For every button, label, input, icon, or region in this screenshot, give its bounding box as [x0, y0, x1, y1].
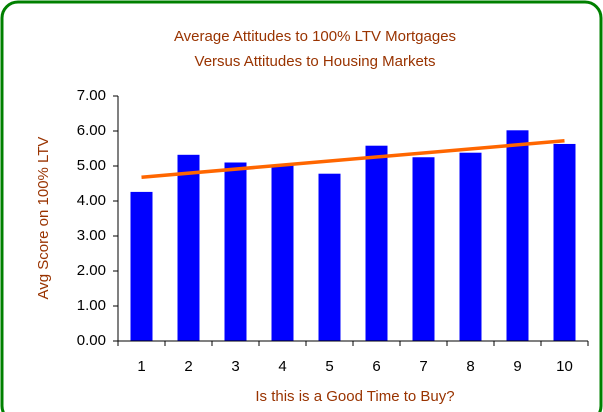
- bar: [130, 191, 153, 341]
- bar: [177, 154, 200, 341]
- x-tick-label: 7: [419, 358, 427, 375]
- x-tick-label: 5: [325, 358, 333, 375]
- bar: [506, 130, 529, 341]
- chart-title: Versus Attitudes to Housing Markets: [195, 53, 436, 70]
- y-tick-label: 7.00: [77, 87, 106, 104]
- x-axis-label: Is this is a Good Time to Buy?: [255, 388, 454, 405]
- y-tick-label: 5.00: [77, 157, 106, 174]
- bar: [553, 143, 576, 341]
- bar: [224, 162, 247, 341]
- trendline: [141, 139, 565, 179]
- y-tick-label: 0.00: [77, 332, 106, 349]
- bar: [271, 165, 294, 341]
- x-tick-label: 1: [137, 358, 145, 375]
- x-tick-label: 4: [278, 358, 286, 375]
- x-tick-label: 9: [513, 358, 521, 375]
- x-tick-label: 10: [556, 358, 573, 375]
- chart-title: Average Attitudes to 100% LTV Mortgages: [174, 28, 456, 45]
- bar: [459, 152, 482, 341]
- x-tick-label: 3: [231, 358, 239, 375]
- y-tick-label: 3.00: [77, 227, 106, 244]
- x-tick-label: 2: [184, 358, 192, 375]
- y-axis-label: Avg Score on 100% LTV: [35, 137, 52, 300]
- x-tick-label: 8: [466, 358, 474, 375]
- y-tick-label: 6.00: [77, 122, 106, 139]
- y-tick-label: 2.00: [77, 262, 106, 279]
- x-tick-label: 6: [372, 358, 380, 375]
- bar: [412, 157, 435, 341]
- y-tick-label: 1.00: [77, 297, 106, 314]
- y-tick-label: 4.00: [77, 192, 106, 209]
- bar: [365, 145, 388, 341]
- bar: [318, 173, 341, 341]
